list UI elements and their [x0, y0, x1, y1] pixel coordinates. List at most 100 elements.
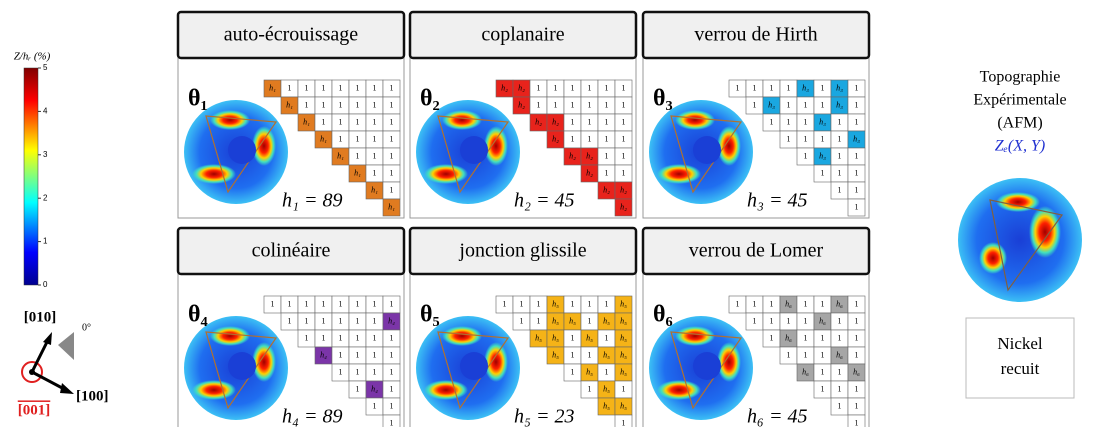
matrix-cell-text: h₆ — [836, 350, 843, 359]
matrix-cell-text: 1 — [804, 299, 808, 308]
slip-image — [717, 126, 741, 166]
matrix-cell-text: 1 — [838, 117, 842, 126]
afm-image — [989, 199, 1064, 292]
matrix-cell-text: 1 — [753, 316, 757, 325]
matrix-cell-text: h₄ — [320, 350, 327, 359]
matrix-cell-text: 1 — [373, 316, 377, 325]
matrix-cell-text: h₂ — [518, 83, 525, 92]
panel: 1 1 1 h₅ 1 1 1 h₅ 1 1 h₅ h₅ 1 h₅ h₅ h₅ h₅ 1 h₅ 1 h₅ h₅ 1 1 h₅ h₅ 1… — [408, 226, 638, 427]
slip-image — [192, 380, 236, 400]
matrix-cell-text: 1 — [322, 117, 326, 126]
reference-text: Topographie — [980, 69, 1061, 86]
matrix-cell-text: 1 — [554, 100, 558, 109]
matrix-cell-text: h₁ — [388, 202, 395, 211]
matrix-cell-text: 1 — [753, 299, 757, 308]
matrix-cell-text: 1 — [770, 299, 774, 308]
h-value: h₆ = 45 — [747, 406, 807, 427]
slip-image — [657, 380, 701, 400]
title-box — [641, 226, 871, 276]
matrix-cell — [847, 414, 866, 427]
matrix-cell-text: 1 — [288, 83, 292, 92]
matrix-cell-text: 1 — [305, 316, 309, 325]
theta-label: θ₃ — [653, 86, 673, 112]
matrix-cell-text: 1 — [804, 100, 808, 109]
matrix-cell-text: 1 — [373, 299, 377, 308]
matrix-cell-text: 1 — [605, 299, 609, 308]
matrix-cell-text: h₁ — [337, 151, 344, 160]
matrix-cell-text: 1 — [537, 100, 541, 109]
matrix-cell-text: 1 — [356, 367, 360, 376]
h-value: h₁ = 89 — [282, 190, 342, 212]
matrix-cell-text: 1 — [855, 401, 859, 410]
matrix-cell-text: 1 — [838, 367, 842, 376]
slip-image — [484, 126, 508, 166]
title-box — [176, 226, 406, 276]
matrix-cell-text: 1 — [622, 168, 626, 177]
matrix-cell-text: 1 — [588, 384, 592, 393]
matrix-cell-text: 1 — [537, 299, 541, 308]
matrix-cell-text: 1 — [356, 384, 360, 393]
slip-image — [424, 380, 468, 400]
matrix-cell-text: h₅ — [603, 401, 610, 410]
matrix-cell-text: 1 — [356, 117, 360, 126]
matrix-cell-text: 1 — [838, 151, 842, 160]
matrix-cell-text: h₅ — [586, 367, 593, 376]
matrix-cell-text: 1 — [390, 333, 394, 342]
matrix-cell-text: h₁ — [286, 100, 293, 109]
matrix-cell-text: 1 — [588, 83, 592, 92]
formula: Zₑ(X, Y) — [995, 138, 1045, 155]
matrix-cell-text: 1 — [373, 367, 377, 376]
matrix-cell-text: 1 — [770, 333, 774, 342]
matrix-cell-text: 1 — [356, 350, 360, 359]
matrix-cell-text: h₁ — [303, 117, 310, 126]
matrix-cell-text: 1 — [855, 100, 859, 109]
axis-label: [010] — [24, 309, 57, 325]
matrix-cell-text: 1 — [622, 384, 626, 393]
matrix-cell-text: h₃ — [819, 151, 826, 160]
matrix-cell-text: h₅ — [620, 316, 627, 325]
h-value: h₅ = 23 — [514, 406, 574, 427]
matrix-cell — [382, 198, 401, 217]
matrix-cell-text: 1 — [356, 151, 360, 160]
sample-text: recuit — [1001, 359, 1040, 378]
slip-image — [675, 326, 715, 346]
title-box — [408, 226, 638, 276]
matrix-cell-text: 1 — [821, 333, 825, 342]
matrix-cell-text: h₆ — [785, 333, 792, 342]
slip-image — [252, 342, 276, 382]
matrix-cell-text: h₅ — [552, 333, 559, 342]
slip-image — [210, 326, 250, 346]
matrix-cell-text: 1 — [821, 299, 825, 308]
matrix-cell-text: 1 — [588, 100, 592, 109]
matrix-cell-text: h₂ — [586, 168, 593, 177]
matrix-cell-text: 1 — [339, 100, 343, 109]
matrix-cell-text: 1 — [605, 117, 609, 126]
matrix-cell-text: h₂ — [552, 134, 559, 143]
panel-title: verrou de Hirth — [694, 24, 817, 46]
h-value: h₃ = 45 — [747, 190, 807, 212]
matrix-cell-text: 1 — [520, 299, 524, 308]
matrix-cell-text: 1 — [356, 299, 360, 308]
matrix-cell-text: 1 — [804, 333, 808, 342]
matrix-cell-text: 1 — [855, 316, 859, 325]
theta-label: θ₆ — [653, 302, 673, 328]
matrix-cell-text: h₃ — [819, 117, 826, 126]
h-value: h₂ = 45 — [514, 190, 574, 212]
slip-image — [210, 110, 250, 130]
matrix-cell-text: 1 — [787, 350, 791, 359]
matrix-cell-text: 1 — [390, 100, 394, 109]
slip-image — [657, 164, 701, 184]
colorbar-tick-label: 3 — [43, 150, 48, 159]
matrix-cell-text: 1 — [588, 316, 592, 325]
panel-title: coplanaire — [481, 24, 564, 46]
matrix-cell-text: 1 — [838, 185, 842, 194]
colorbar — [23, 67, 39, 286]
matrix-cell-text: h₅ — [603, 316, 610, 325]
matrix-cell-text: h₂ — [603, 185, 610, 194]
matrix-cell-text: 1 — [356, 100, 360, 109]
slip-image — [252, 126, 276, 166]
matrix-cell-text: 1 — [537, 316, 541, 325]
title-box — [641, 10, 871, 60]
matrix-cell-text: 1 — [390, 367, 394, 376]
matrix-cell-text: h₃ — [853, 134, 860, 143]
